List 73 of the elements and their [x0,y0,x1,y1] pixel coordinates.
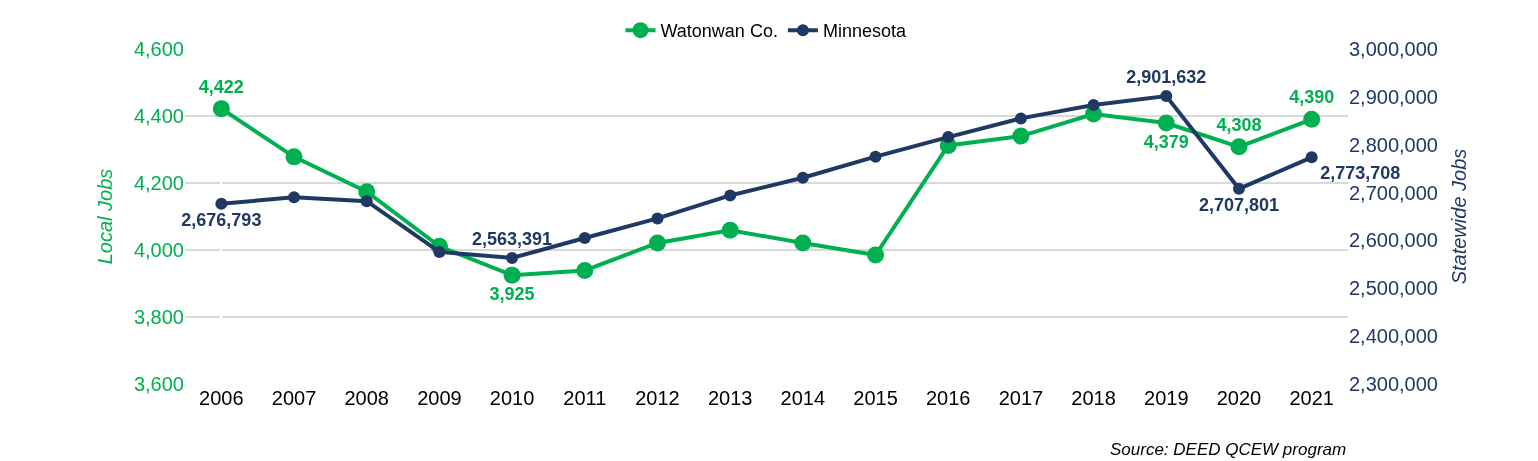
point [1303,110,1321,128]
legend-label: Watonwan Co. [660,21,778,42]
x-tick-label: 2012 [635,387,680,409]
point [648,234,666,252]
point [724,189,737,202]
y-tick-label: 4,600 [133,38,184,60]
data-label: 2,563,391 [472,228,553,249]
point [1012,127,1030,145]
x-tick-label: 2008 [344,387,389,409]
y2-tick-label: 3,000,000 [1349,38,1438,60]
point [651,212,664,225]
y2-tick-label: 2,900,000 [1349,85,1438,108]
y-tick-label: 3,600 [133,373,184,395]
x-tick-label: 2013 [707,387,753,409]
x-tick-label: 2019 [1144,387,1189,409]
data-label: 3,925 [489,284,535,305]
point [794,234,812,252]
point [1087,98,1100,111]
point [285,148,303,166]
y-tick-label: 4,000 [133,239,184,261]
y2-tick-label: 2,500,000 [1349,277,1438,300]
point [433,245,446,258]
point [942,131,955,144]
x-tick-label: 2007 [271,387,317,409]
point [1232,182,1245,195]
data-label: 2,707,801 [1198,194,1280,215]
x-tick-label: 2015 [853,387,898,409]
point [1014,112,1027,125]
y2-tick-label: 2,400,000 [1349,325,1438,348]
y-axis-title: Local Jobs [94,168,117,265]
point [503,266,521,284]
point [1160,90,1173,103]
point [360,195,373,208]
data-label: 2,676,793 [181,209,262,230]
x-tick-label: 2014 [780,387,826,409]
point [212,100,230,118]
y2-tick-label: 2,700,000 [1349,181,1438,204]
data-label: 4,422 [198,76,244,97]
x-tick-label: 2006 [199,387,244,409]
x-tick-label: 2010 [489,387,535,409]
y-tick-label: 3,800 [133,306,184,328]
point [576,261,594,279]
x-tick-label: 2020 [1216,387,1262,409]
y-tick-label: 4,200 [133,172,184,194]
data-label: 4,308 [1216,114,1262,135]
y-tick-label: 4,400 [133,105,184,127]
point [1157,114,1175,132]
point [869,150,882,163]
point [578,232,591,245]
x-tick-label: 2011 [563,387,607,409]
point [721,221,739,239]
point [796,171,809,184]
x-tick-label: 2021 [1289,387,1334,409]
data-label: 2,901,632 [1126,67,1207,88]
data-label: 4,379 [1143,132,1189,153]
x-tick-label: 2018 [1071,387,1116,409]
y2-axis-title: Statewide Jobs [1448,148,1471,285]
point [1305,151,1318,164]
x-tick-label: 2009 [417,387,462,409]
data-label: 4,390 [1289,87,1335,108]
legend-label: Minnesota [822,21,907,42]
x-tick-label: 2016 [925,387,971,409]
source-note: Source: DEED QCEW program [1110,440,1347,459]
y2-tick-label: 2,600,000 [1349,229,1438,252]
point [506,251,519,264]
point [1230,138,1248,156]
point [215,197,228,210]
point [288,191,301,204]
point [867,246,885,264]
data-label: 2,773,708 [1320,163,1401,184]
y2-tick-label: 2,300,000 [1349,373,1438,395]
x-tick-label: 2017 [998,387,1044,409]
y2-tick-label: 2,800,000 [1349,133,1438,156]
